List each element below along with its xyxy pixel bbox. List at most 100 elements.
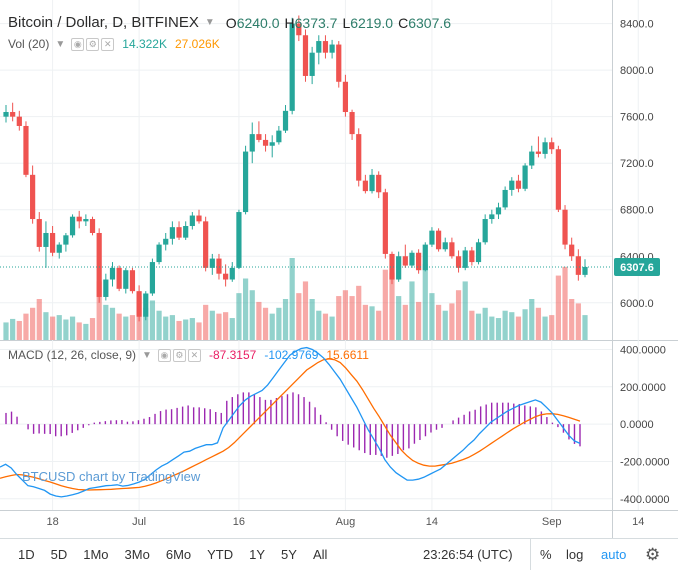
candle-body [30, 174, 36, 220]
y-tick-label: 6800.0 [620, 205, 654, 217]
timeframe-1mo[interactable]: 1Mo [83, 547, 109, 562]
volume-bar [223, 312, 229, 340]
volume-bar [116, 313, 122, 340]
timeframe-3mo[interactable]: 3Mo [124, 547, 150, 562]
eye-icon[interactable]: ◉ [71, 37, 85, 51]
volume-bar [289, 258, 295, 340]
chevron-down-icon[interactable]: ▼ [142, 349, 152, 361]
chart-canvas[interactable]: 18 Jul 16 Aug 14 Sep 146000.06400.06800.07200.… [0, 0, 678, 538]
candle-body [435, 230, 442, 250]
chevron-down-icon[interactable]: ▼ [55, 38, 66, 50]
bottom-toolbar: 1D 5D 1Mo 3Mo 6Mo YTD 1Y 5Y All 23:26:54… [0, 538, 678, 570]
candle-body [382, 192, 388, 254]
volume-bar [469, 310, 475, 340]
timeframe-all[interactable]: All [312, 547, 328, 562]
timeframe-ytd[interactable]: YTD [207, 547, 234, 562]
volume-bar [369, 306, 375, 340]
candle [149, 258, 156, 296]
volume-bar [229, 318, 235, 340]
close-icon[interactable]: ✕ [101, 37, 115, 51]
timeframe-6mo[interactable]: 6Mo [165, 547, 192, 562]
candle-body [116, 267, 122, 289]
candle-body [409, 252, 415, 266]
candle [342, 74, 349, 117]
x-tick-label: 18 [46, 516, 58, 528]
candle [103, 273, 109, 301]
volume-bar [562, 266, 568, 340]
eye-icon[interactable]: ◉ [157, 348, 171, 362]
candle [43, 221, 49, 268]
volume-bar [109, 307, 116, 340]
candle-body [269, 142, 275, 146]
candle-body [342, 81, 349, 113]
macd-y-tick-label: 0.0000 [620, 419, 654, 431]
x-tick-label: 14 [632, 516, 644, 528]
candle-body [455, 256, 462, 268]
candle [129, 267, 136, 294]
volume-bar [402, 304, 408, 340]
candle [489, 209, 495, 224]
volume-value-1: 14.322K [122, 37, 167, 51]
volume-bar [535, 307, 542, 340]
timeframe-5y[interactable]: 5Y [281, 547, 297, 562]
y-tick-label: 7200.0 [620, 158, 654, 170]
volume-bar [349, 296, 355, 340]
candle [69, 214, 76, 238]
percent-toggle[interactable]: % [540, 547, 552, 562]
candle-body [163, 238, 169, 245]
volume-value-2: 27.026K [174, 37, 220, 51]
ohlc-high: H6373.7 [284, 14, 338, 31]
candle [502, 186, 508, 210]
y-tick-label: 7600.0 [620, 112, 654, 124]
candle-body [416, 252, 422, 271]
volume-bar [123, 316, 129, 340]
close-icon[interactable]: ✕ [187, 348, 201, 362]
volume-bar [196, 322, 202, 340]
volume-bar [342, 290, 349, 340]
volume-bar [69, 316, 76, 340]
candle [30, 165, 36, 224]
y-tick-label: 6000.0 [620, 298, 654, 310]
volume-bar [282, 299, 289, 340]
volume-bar [203, 304, 209, 340]
candle [183, 221, 189, 240]
candle-body [36, 219, 42, 247]
gear-icon[interactable]: ⚙ [645, 544, 661, 564]
price-badge-label: 6307.6 [620, 262, 654, 274]
tradingview-watermark[interactable]: BTCUSD chart by TradingView [22, 469, 201, 484]
chevron-down-icon[interactable]: ▼ [204, 17, 215, 28]
timeframe-1y[interactable]: 1Y [249, 547, 266, 562]
timeframe-5d[interactable]: 5D [50, 547, 68, 562]
candle-body [529, 151, 535, 166]
log-toggle[interactable]: log [566, 547, 584, 562]
candle [509, 177, 515, 196]
volume-bar [555, 275, 561, 340]
timeframe-1d[interactable]: 1D [18, 547, 35, 562]
x-tick-label: Aug [336, 516, 356, 528]
volume-bar [216, 313, 222, 340]
candle [349, 109, 355, 140]
symbol-legend: Bitcoin / Dollar, D, BITFINEX ▼ O6240.0 … [8, 14, 451, 31]
candle-body [462, 250, 468, 268]
candle [362, 174, 368, 194]
macd-legend: MACD (12, 26, close, 9) ▼ ◉ ⚙ ✕ -87.3157… [8, 348, 369, 362]
volume-bar [56, 315, 62, 340]
candle [475, 238, 482, 265]
gear-icon[interactable]: ⚙ [86, 37, 100, 51]
gear-icon[interactable]: ⚙ [172, 348, 186, 362]
candle-body [136, 291, 142, 317]
volume-bar [96, 281, 102, 340]
volume-bar [236, 293, 242, 340]
candle [296, 15, 302, 42]
candle-body [196, 215, 202, 222]
volume-bar [269, 313, 275, 340]
auto-toggle[interactable]: auto [601, 547, 627, 562]
candle-body [429, 230, 435, 245]
macd-line [0, 346, 581, 498]
ohlc-open: O6240.0 [225, 14, 280, 31]
candle-body [515, 180, 522, 189]
candle-body [242, 151, 249, 213]
macd-y-tick-label: -400.0000 [620, 494, 670, 506]
candle-body [396, 256, 402, 280]
candle [116, 265, 122, 292]
